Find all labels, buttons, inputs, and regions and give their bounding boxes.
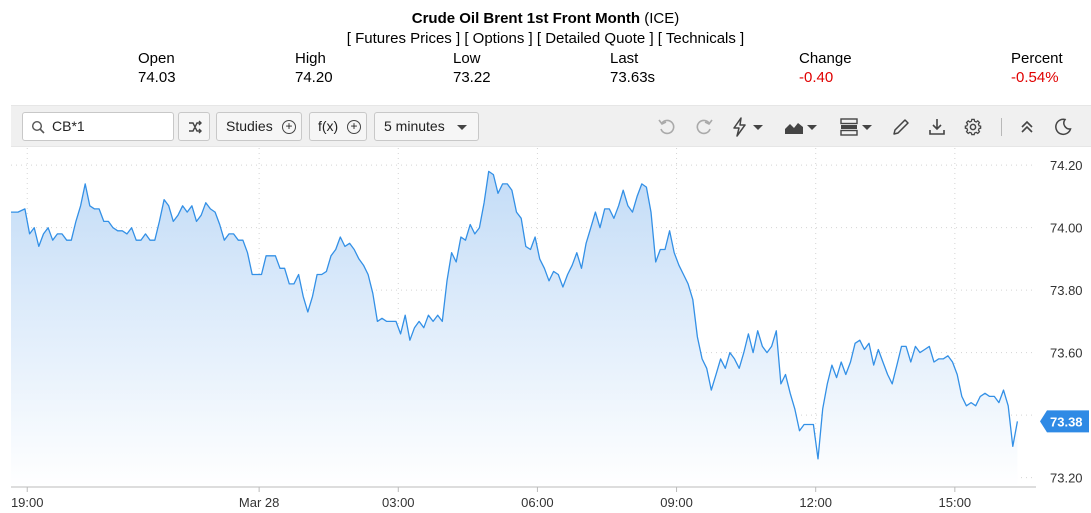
exchange-name: (ICE) bbox=[640, 10, 680, 27]
fx-label: f(x) bbox=[318, 118, 339, 134]
symbol-search-input[interactable]: CB*1 bbox=[22, 112, 174, 141]
interval-label: 5 minutes bbox=[384, 118, 445, 134]
stat-value: 73.22 bbox=[453, 69, 491, 86]
stat-value: 74.03 bbox=[138, 69, 176, 86]
stat-value: -0.40 bbox=[799, 69, 834, 86]
chevron-down-icon[interactable] bbox=[753, 125, 763, 130]
stat-label: Last bbox=[610, 50, 639, 67]
x-tick-label: Mar 28 bbox=[239, 495, 279, 510]
y-tick-label: 74.20 bbox=[1050, 158, 1083, 173]
lightning-icon[interactable] bbox=[730, 117, 750, 137]
stat-low: Low 73.22 bbox=[453, 49, 491, 87]
x-axis: 19:00 Mar 28 03:00 06:00 09:00 12:00 15:00 bbox=[11, 487, 971, 510]
technicals-link[interactable]: [ Technicals ] bbox=[657, 30, 745, 47]
y-tick-label: 73.20 bbox=[1050, 471, 1083, 486]
chevron-down-icon bbox=[457, 125, 467, 130]
stat-last: Last 73.63s bbox=[610, 49, 655, 87]
y-tick-label: 73.80 bbox=[1050, 283, 1083, 298]
chart-toolbar: CB*1 Studies + f(x) + 5 minutes bbox=[11, 105, 1091, 147]
studies-button[interactable]: Studies + bbox=[216, 112, 302, 141]
gear-icon[interactable] bbox=[963, 117, 983, 137]
download-icon[interactable] bbox=[927, 117, 947, 137]
area-chart-icon[interactable] bbox=[784, 117, 804, 137]
stat-value: -0.54% bbox=[1011, 69, 1059, 86]
stat-label: Percent bbox=[1011, 50, 1063, 67]
current-price-badge: 73.38 bbox=[1040, 410, 1089, 433]
plus-circle-icon: + bbox=[282, 120, 296, 134]
shuffle-icon bbox=[189, 120, 202, 134]
stat-label: Change bbox=[799, 50, 852, 67]
pencil-icon[interactable] bbox=[891, 117, 911, 137]
stat-open: Open 74.03 bbox=[138, 49, 176, 87]
badge-shape bbox=[1040, 410, 1089, 433]
instrument-name: Crude Oil Brent 1st Front Month bbox=[411, 10, 641, 27]
y-tick-label: 73.60 bbox=[1050, 346, 1083, 361]
moon-icon[interactable] bbox=[1053, 117, 1073, 137]
undo-icon[interactable] bbox=[657, 117, 677, 137]
stat-percent: Percent -0.54% bbox=[1011, 49, 1063, 87]
stat-value: 74.20 bbox=[295, 69, 333, 86]
x-tick-label: 12:00 bbox=[799, 495, 832, 510]
stat-change: Change -0.40 bbox=[799, 49, 852, 87]
toolbar-divider bbox=[1001, 118, 1002, 136]
compare-button[interactable] bbox=[178, 112, 210, 141]
fx-button[interactable]: f(x) + bbox=[309, 112, 367, 141]
stat-label: Low bbox=[453, 50, 481, 67]
x-tick-label: 09:00 bbox=[660, 495, 693, 510]
instrument-title: Crude Oil Brent 1st Front Month (ICE) bbox=[0, 10, 1091, 27]
detailed-quote-link[interactable]: [ Detailed Quote ] bbox=[536, 30, 654, 47]
stat-label: Open bbox=[138, 50, 175, 67]
studies-label: Studies bbox=[226, 118, 273, 134]
redo-icon[interactable] bbox=[694, 117, 714, 137]
y-tick-label: 74.00 bbox=[1050, 221, 1083, 236]
stat-label: High bbox=[295, 50, 326, 67]
plus-circle-icon: + bbox=[347, 120, 361, 134]
chevron-down-icon[interactable] bbox=[862, 125, 872, 130]
layout-icon[interactable] bbox=[839, 117, 859, 137]
options-link[interactable]: [ Options ] bbox=[464, 30, 533, 47]
x-tick-label: 19:00 bbox=[11, 495, 44, 510]
quote-links: [ Futures Prices ] [ Options ] [ Detaile… bbox=[0, 30, 1091, 47]
stat-value: 73.63s bbox=[610, 69, 656, 86]
price-line bbox=[11, 170, 1019, 460]
chevron-down-icon[interactable] bbox=[807, 125, 817, 130]
current-price-label: 73.38 bbox=[1050, 414, 1083, 429]
x-tick-label: 15:00 bbox=[939, 495, 972, 510]
x-tick-label: 06:00 bbox=[521, 495, 554, 510]
interval-select[interactable]: 5 minutes bbox=[374, 112, 479, 141]
stat-high: High 74.20 bbox=[295, 49, 333, 87]
collapse-icon[interactable] bbox=[1017, 117, 1037, 137]
price-area bbox=[11, 171, 1018, 487]
search-icon bbox=[31, 120, 45, 134]
futures-prices-link[interactable]: [ Futures Prices ] bbox=[346, 30, 461, 47]
symbol-value: CB*1 bbox=[52, 118, 85, 134]
x-tick-label: 03:00 bbox=[382, 495, 415, 510]
